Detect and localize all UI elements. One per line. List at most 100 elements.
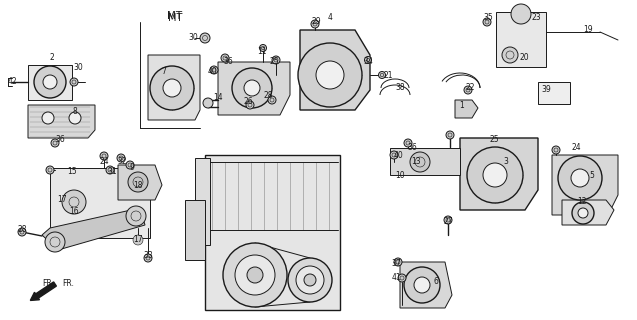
Circle shape	[133, 235, 143, 245]
Circle shape	[467, 147, 523, 203]
Circle shape	[100, 152, 108, 160]
Text: 8: 8	[73, 108, 77, 116]
Circle shape	[106, 166, 114, 174]
Text: 19: 19	[583, 26, 593, 35]
Text: 40: 40	[208, 68, 218, 76]
Circle shape	[410, 152, 430, 172]
Circle shape	[144, 254, 152, 262]
Text: 21: 21	[383, 70, 393, 79]
Text: 17: 17	[133, 236, 143, 244]
Circle shape	[483, 163, 507, 187]
Circle shape	[69, 112, 81, 124]
FancyBboxPatch shape	[50, 168, 150, 238]
Circle shape	[45, 232, 65, 252]
Text: 1: 1	[460, 101, 464, 110]
FancyBboxPatch shape	[496, 12, 546, 67]
Circle shape	[511, 4, 531, 24]
Text: FR.: FR.	[42, 279, 54, 289]
Polygon shape	[42, 208, 145, 250]
Text: 36: 36	[223, 58, 233, 67]
Circle shape	[70, 78, 78, 86]
Text: 26: 26	[243, 98, 253, 107]
Text: 18: 18	[133, 180, 143, 189]
Circle shape	[552, 146, 560, 154]
Text: 31: 31	[107, 167, 117, 177]
Circle shape	[18, 228, 26, 236]
Polygon shape	[552, 155, 618, 215]
Circle shape	[502, 47, 518, 63]
Circle shape	[572, 202, 594, 224]
Text: 39: 39	[541, 85, 551, 94]
Circle shape	[404, 267, 440, 303]
Circle shape	[46, 166, 54, 174]
Text: 41: 41	[391, 274, 401, 283]
Text: 24: 24	[571, 143, 581, 153]
Text: 28: 28	[263, 92, 273, 100]
Circle shape	[150, 66, 194, 110]
Text: 4: 4	[327, 13, 333, 22]
Text: 33: 33	[143, 252, 153, 260]
Text: 10: 10	[395, 171, 404, 180]
FancyBboxPatch shape	[538, 82, 570, 104]
Polygon shape	[195, 158, 210, 245]
Circle shape	[128, 172, 148, 192]
Circle shape	[316, 61, 344, 89]
Circle shape	[200, 33, 210, 43]
Circle shape	[414, 277, 430, 293]
Circle shape	[571, 169, 589, 187]
Text: 40: 40	[393, 150, 403, 159]
Polygon shape	[218, 62, 290, 115]
Circle shape	[126, 206, 146, 226]
Text: 28: 28	[17, 226, 27, 235]
Text: 23: 23	[531, 13, 541, 22]
Circle shape	[272, 56, 280, 64]
Polygon shape	[390, 148, 460, 175]
Circle shape	[558, 156, 602, 200]
Text: 30: 30	[73, 62, 83, 71]
Circle shape	[51, 139, 59, 147]
Circle shape	[223, 243, 287, 307]
Text: 24: 24	[99, 157, 109, 166]
Circle shape	[34, 66, 66, 98]
Circle shape	[268, 96, 276, 104]
Text: 9: 9	[129, 164, 134, 172]
Circle shape	[232, 68, 272, 108]
Text: 11: 11	[257, 47, 267, 57]
Polygon shape	[300, 30, 370, 110]
Text: 16: 16	[69, 207, 79, 217]
Circle shape	[210, 66, 218, 74]
Polygon shape	[562, 200, 614, 225]
Text: 17: 17	[57, 196, 67, 204]
Text: 35: 35	[483, 13, 493, 22]
Text: 25: 25	[489, 135, 499, 145]
Circle shape	[259, 44, 266, 52]
Text: 37: 37	[391, 260, 401, 268]
Polygon shape	[205, 155, 340, 310]
Circle shape	[244, 80, 260, 96]
Circle shape	[464, 86, 472, 94]
Text: 15: 15	[67, 167, 77, 177]
Circle shape	[62, 190, 86, 214]
Polygon shape	[28, 65, 72, 100]
Polygon shape	[400, 262, 452, 308]
Circle shape	[404, 139, 412, 147]
Circle shape	[578, 208, 588, 218]
Circle shape	[126, 161, 134, 169]
Circle shape	[298, 43, 362, 107]
Text: FR.: FR.	[62, 279, 74, 289]
Text: 36: 36	[407, 143, 417, 153]
Circle shape	[483, 18, 491, 26]
Circle shape	[42, 112, 54, 124]
Circle shape	[364, 57, 371, 63]
Text: 20: 20	[519, 53, 529, 62]
Circle shape	[203, 98, 213, 108]
Text: 34: 34	[363, 58, 373, 67]
Circle shape	[221, 54, 229, 62]
Circle shape	[163, 79, 181, 97]
Circle shape	[117, 154, 125, 162]
Text: 27: 27	[443, 218, 453, 227]
Circle shape	[398, 274, 406, 282]
Polygon shape	[118, 165, 162, 200]
Text: 6: 6	[434, 277, 438, 286]
Circle shape	[378, 71, 385, 78]
